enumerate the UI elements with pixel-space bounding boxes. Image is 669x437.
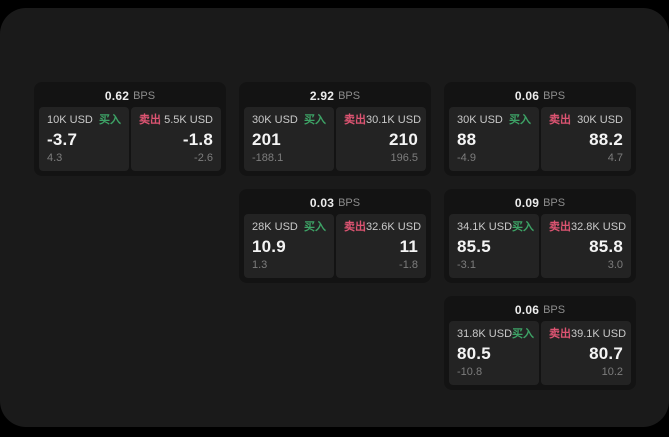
buy-sell-panels: 31.8K USD 买入 80.5 -10.8 卖出 39.1K USD 80.…	[449, 321, 631, 385]
buy-side-label: 买入	[304, 221, 326, 233]
card-header: 0.06 BPS	[449, 85, 631, 107]
quote-card: 0.03 BPS 28K USD 买入 10.9 1.3 卖出 32.6K US…	[239, 189, 431, 283]
bps-value: 0.06	[514, 303, 540, 317]
bps-value: 0.06	[514, 89, 540, 103]
bps-unit-label: BPS	[133, 90, 156, 102]
buy-panel[interactable]: 28K USD 买入 10.9 1.3	[244, 214, 334, 278]
sell-price: 80.7	[589, 344, 623, 363]
sell-sub-value: -1.8	[399, 259, 418, 271]
card-header: 0.62 BPS	[39, 85, 221, 107]
buy-amount: 34.1K USD	[457, 221, 513, 233]
buy-side-label: 买入	[512, 328, 535, 340]
sell-panel[interactable]: 卖出 30.1K USD 210 196.5	[336, 107, 426, 171]
bps-unit-label: BPS	[338, 197, 361, 209]
buy-sub-value: -10.8	[457, 366, 483, 378]
buy-amount: 30K USD	[252, 114, 298, 126]
sell-panel[interactable]: 卖出 32.8K USD 85.8 3.0	[541, 214, 631, 278]
quote-card: 0.62 BPS 10K USD 买入 -3.7 4.3 卖出 5.5K USD	[34, 82, 226, 176]
sell-price: 210	[389, 130, 418, 149]
sell-amount: 30K USD	[577, 114, 623, 126]
sell-price: 85.8	[589, 237, 623, 256]
quote-card: 0.06 BPS 30K USD 买入 88 -4.9 卖出 30K USD	[444, 82, 636, 176]
sell-side-label: 卖出	[344, 114, 366, 126]
buy-sell-panels: 30K USD 买入 88 -4.9 卖出 30K USD 88.2 4.7	[449, 107, 631, 171]
buy-sell-panels: 10K USD 买入 -3.7 4.3 卖出 5.5K USD -1.8 -2.…	[39, 107, 221, 171]
sell-panel[interactable]: 卖出 32.6K USD 11 -1.8	[336, 214, 426, 278]
card-header: 0.09 BPS	[449, 192, 631, 214]
buy-sell-panels: 28K USD 买入 10.9 1.3 卖出 32.6K USD 11 -1.8	[244, 214, 426, 278]
bps-value: 0.62	[104, 89, 130, 103]
buy-panel[interactable]: 31.8K USD 买入 80.5 -10.8	[449, 321, 539, 385]
buy-price: -3.7	[47, 130, 78, 149]
sell-side-label: 卖出	[549, 328, 571, 340]
quote-card: 0.09 BPS 34.1K USD 买入 85.5 -3.1 卖出 32.8K…	[444, 189, 636, 283]
buy-sub-value: -4.9	[457, 152, 476, 164]
sell-price: 88.2	[589, 130, 623, 149]
grid-empty-cell	[34, 189, 226, 283]
sell-panel[interactable]: 卖出 39.1K USD 80.7 10.2	[541, 321, 631, 385]
buy-sub-value: -3.1	[457, 259, 476, 271]
buy-price: 201	[252, 130, 281, 149]
sell-sub-value: 4.7	[607, 152, 623, 164]
sell-sub-value: -2.6	[194, 152, 213, 164]
sell-price: -1.8	[182, 130, 213, 149]
buy-price: 88	[457, 130, 477, 149]
sell-sub-value: 10.2	[601, 366, 623, 378]
sell-sub-value: 3.0	[607, 259, 623, 271]
sell-side-label: 卖出	[549, 221, 571, 233]
quote-card: 0.06 BPS 31.8K USD 买入 80.5 -10.8 卖出 39.1…	[444, 296, 636, 390]
buy-price: 80.5	[457, 344, 491, 363]
buy-panel[interactable]: 30K USD 买入 201 -188.1	[244, 107, 334, 171]
card-header: 0.06 BPS	[449, 299, 631, 321]
bps-unit-label: BPS	[338, 90, 361, 102]
buy-panel[interactable]: 34.1K USD 买入 85.5 -3.1	[449, 214, 539, 278]
grid-empty-cell	[239, 296, 431, 390]
buy-side-label: 买入	[304, 114, 326, 126]
quote-cards-grid: 0.62 BPS 10K USD 买入 -3.7 4.3 卖出 5.5K USD	[34, 82, 636, 390]
sell-amount: 32.6K USD	[366, 221, 422, 233]
buy-amount: 30K USD	[457, 114, 503, 126]
app-window: 0.62 BPS 10K USD 买入 -3.7 4.3 卖出 5.5K USD	[0, 8, 669, 427]
buy-side-label: 买入	[512, 221, 535, 233]
bps-unit-label: BPS	[543, 90, 566, 102]
grid-empty-cell	[34, 296, 226, 390]
quote-card: 2.92 BPS 30K USD 买入 201 -188.1 卖出 30.1K …	[239, 82, 431, 176]
sell-panel[interactable]: 卖出 5.5K USD -1.8 -2.6	[131, 107, 221, 171]
buy-panel[interactable]: 10K USD 买入 -3.7 4.3	[39, 107, 129, 171]
bps-value: 2.92	[309, 89, 335, 103]
card-header: 2.92 BPS	[244, 85, 426, 107]
buy-sell-panels: 34.1K USD 买入 85.5 -3.1 卖出 32.8K USD 85.8…	[449, 214, 631, 278]
buy-amount: 28K USD	[252, 221, 298, 233]
sell-amount: 32.8K USD	[571, 221, 627, 233]
buy-panel[interactable]: 30K USD 买入 88 -4.9	[449, 107, 539, 171]
sell-sub-value: 196.5	[390, 152, 418, 164]
sell-side-label: 卖出	[139, 114, 161, 126]
buy-amount: 10K USD	[47, 114, 93, 126]
buy-side-label: 买入	[509, 114, 531, 126]
buy-sell-panels: 30K USD 买入 201 -188.1 卖出 30.1K USD 210 1…	[244, 107, 426, 171]
sell-panel[interactable]: 卖出 30K USD 88.2 4.7	[541, 107, 631, 171]
buy-sub-value: 1.3	[252, 259, 268, 271]
bps-unit-label: BPS	[543, 197, 566, 209]
buy-sub-value: -188.1	[252, 152, 284, 164]
sell-side-label: 卖出	[549, 114, 571, 126]
buy-price: 10.9	[252, 237, 286, 256]
sell-amount: 39.1K USD	[571, 328, 627, 340]
sell-amount: 30.1K USD	[366, 114, 422, 126]
buy-amount: 31.8K USD	[457, 328, 513, 340]
buy-sub-value: 4.3	[47, 152, 63, 164]
buy-price: 85.5	[457, 237, 491, 256]
sell-amount: 5.5K USD	[164, 114, 213, 126]
sell-side-label: 卖出	[344, 221, 366, 233]
card-header: 0.03 BPS	[244, 192, 426, 214]
bps-value: 0.09	[514, 196, 540, 210]
buy-side-label: 买入	[99, 114, 121, 126]
bps-unit-label: BPS	[543, 304, 566, 316]
bps-value: 0.03	[309, 196, 335, 210]
sell-price: 11	[399, 237, 418, 256]
